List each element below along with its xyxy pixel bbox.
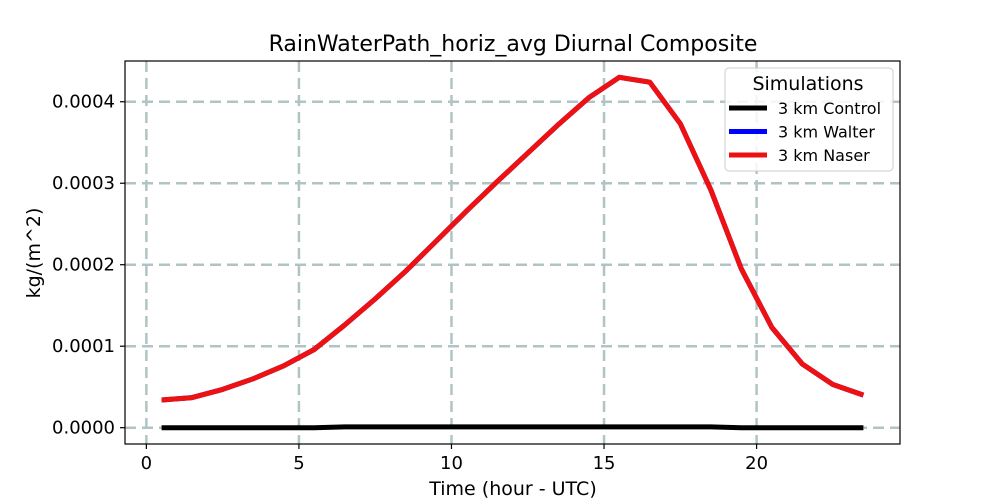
y-tick-label: 0.0004: [52, 92, 115, 113]
ticks: 0 5 10 15 20 0.0000 0.0001 0.0002 0.0003 0.0004: [52, 92, 768, 474]
axes-frame: [124, 60, 901, 445]
x-tick-label: 5: [293, 453, 304, 474]
legend-label-3-km-control: 3 km Control: [778, 99, 881, 118]
y-tick-label: 0.0002: [52, 255, 115, 276]
y-tick-label: 0.0001: [52, 336, 115, 357]
legend-label-3-km-naser: 3 km Naser: [778, 146, 870, 165]
x-tick-label: 10: [440, 453, 463, 474]
x-tick-label: 0: [141, 453, 152, 474]
series-line-3-km-naser: [161, 74, 865, 403]
x-tick-label: 15: [593, 453, 616, 474]
legend-box: [724, 67, 894, 172]
y-axis-label: kg/(m^2): [23, 208, 45, 299]
y-tick-label: 0.0000: [52, 418, 115, 439]
chart-title: RainWaterPath_horiz_avg Diurnal Composit…: [269, 32, 758, 57]
x-axis-label: Time (hour - UTC): [428, 478, 596, 500]
y-tick-label: 0.0003: [52, 173, 115, 194]
x-tick-label: 20: [745, 453, 768, 474]
legend-entries: 3 km Control 3 km Walter 3 km Naser: [729, 99, 881, 165]
legend-title: Simulations: [752, 73, 863, 95]
series-line-3-km-control: [161, 424, 864, 431]
legend-label-3-km-walter: 3 km Walter: [778, 123, 875, 142]
plot-area: [161, 74, 865, 431]
